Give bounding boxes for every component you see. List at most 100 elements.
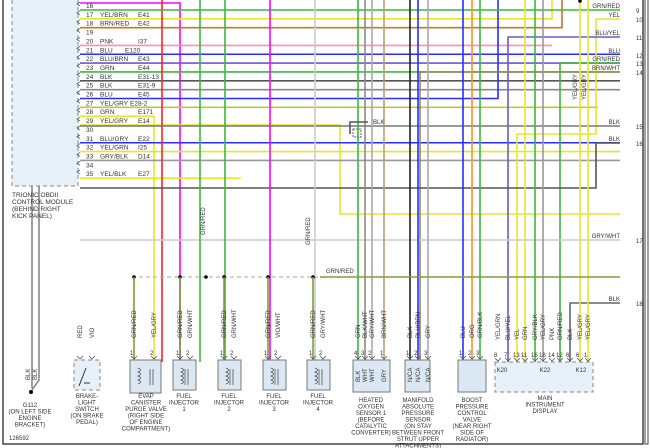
pin-connector-icon <box>576 357 584 362</box>
component-wire-label: GRY/BLK <box>533 314 539 340</box>
inj2-label: FUEL <box>221 394 237 400</box>
component-wire-label: BLK/WHT <box>363 311 369 338</box>
component-wire-label: PNK <box>550 328 556 340</box>
component-pin-number: 11 <box>521 353 528 359</box>
figure-id: 126592 <box>9 436 30 442</box>
pigtail-wire-label: GRY <box>382 369 388 382</box>
component-pin-number: 2 <box>414 351 418 357</box>
component-pin-number: 1 <box>309 351 313 357</box>
pin-connector-icon <box>504 357 512 362</box>
pin-wire-color: YEL/BRN <box>100 12 128 19</box>
component-wire-label: YEL/GRY <box>152 312 158 338</box>
component-pin-number: 2 <box>150 351 154 357</box>
wires <box>31 0 620 391</box>
component-pin-number: 1 <box>406 351 410 357</box>
wire-blu-26 <box>80 0 499 100</box>
pin-number: 29 <box>86 118 94 125</box>
ground-icon <box>29 390 33 394</box>
terminal-number: 15 <box>636 125 643 131</box>
pin-connector-icon <box>76 45 81 51</box>
evap-label: PURGE VALVE <box>125 407 166 413</box>
pin-connector-icon <box>584 357 592 362</box>
diagram-border-right <box>644 0 649 445</box>
pin-number: 17 <box>86 12 94 19</box>
pin-connector-icon <box>186 355 194 360</box>
ipc-component: YEL/GRN8BLU/YEL7YEL13GRN11GRY/BLK16YEL/G… <box>494 312 594 415</box>
component-wire-label: GRN/RED <box>178 310 184 338</box>
component-wire-label: YEL/GRN <box>496 314 502 340</box>
component-pin-number: 1 <box>459 351 463 357</box>
pin-circuit-code: E43 <box>138 56 150 63</box>
coil-icon <box>224 367 229 385</box>
pin-connector-icon <box>459 355 467 360</box>
terminal-wire-label: BLK <box>609 120 620 126</box>
coil-icon <box>313 367 318 385</box>
pin-connector-icon <box>76 107 81 113</box>
component-pin-number: 8 <box>494 353 498 359</box>
component-wire-label: BRN/WHT <box>382 310 388 338</box>
inj2-body <box>217 359 242 391</box>
boost-component: BLU 1 ORG 2 GRN/BLK 3 BOOSTPRESSURECONTROLVALV… <box>453 312 492 443</box>
ground-label: BRACKET) <box>15 423 45 429</box>
connector-id: K20 <box>497 368 508 374</box>
wire-yel-10 <box>516 18 620 362</box>
pin-connector-icon <box>476 355 484 360</box>
component-pin-number: 14 <box>548 353 555 359</box>
pin-wire-color: BLU <box>100 47 113 54</box>
pin-number: 26 <box>86 92 94 99</box>
pin-wire-color: YEL/GRN <box>100 145 129 152</box>
evap-label: CANISTER <box>131 401 162 407</box>
brake-label: SWITCH <box>75 407 99 413</box>
map-component: BLK 1 N/CA BLU/BRN 2 N/CA GRY 3 N/CA MANIFOLDABSO… <box>392 312 444 448</box>
component-wire-label: GRN/RED <box>222 310 228 338</box>
component-wire-label: GRY/WHT <box>321 309 327 338</box>
pin-connector-icon <box>548 357 556 362</box>
pin-circuit-code: D14 <box>138 153 150 160</box>
o2-label: HEATED <box>359 398 384 404</box>
terminal-wire-label: BLU <box>608 49 620 55</box>
pin-circuit-code: E22 <box>138 136 150 143</box>
terminal-number: 12 <box>636 54 643 60</box>
terminal-wire-label: GRN/RED <box>592 57 620 63</box>
pin-circuit-code: E120 <box>125 47 141 54</box>
terminal-wire-label: YEL <box>609 13 621 19</box>
ground-wire-label: BLK <box>33 369 39 380</box>
pin-connector-icon <box>76 72 81 78</box>
inj4-body <box>306 359 331 391</box>
wire-brn-red <box>80 0 563 29</box>
boost-label: BOOST <box>461 398 482 404</box>
pin-connector-icon <box>76 116 81 122</box>
boost-label: PRESSURE <box>455 405 488 411</box>
component-pin-number: 1 <box>176 351 180 357</box>
pin-connector-icon <box>230 355 238 360</box>
map-label: (ON STAY <box>404 424 431 430</box>
pin-connector-icon <box>531 357 539 362</box>
component-wire-label: BLU/BRN <box>416 312 422 338</box>
component-pin-number: 13 <box>513 353 520 359</box>
map-label: PRESSURE <box>401 411 434 417</box>
pin-connector-icon <box>76 143 81 148</box>
map-label: ABSOLUTE <box>402 405 434 411</box>
component-pin-number: 1 <box>264 351 268 357</box>
pin-connector-icon <box>264 355 272 360</box>
o2-label: (BEFORE <box>358 418 385 424</box>
component-pin-number: 18 <box>539 353 546 359</box>
component-pin-number: 2 <box>468 351 472 357</box>
module-title: CONTROL MODULE <box>12 199 74 206</box>
pin-connector-icon <box>361 355 369 360</box>
pin-wire-color: YEL/GRY <box>100 100 129 107</box>
o2-label: SENSOR 1 <box>356 411 387 417</box>
boost-label: RADIATOR) <box>456 437 488 443</box>
pin-connector-icon <box>176 355 184 360</box>
component-pin-number: 1 <box>380 351 384 357</box>
pin-connector-icon <box>76 152 81 157</box>
map-body <box>404 359 431 393</box>
component-wire-label: ORG <box>470 324 476 338</box>
pin-circuit-code: E27 <box>138 171 150 178</box>
pin-connector-icon <box>76 81 81 86</box>
wire-brn-wht-14 <box>419 71 620 362</box>
pin-connector-icon <box>76 54 81 60</box>
